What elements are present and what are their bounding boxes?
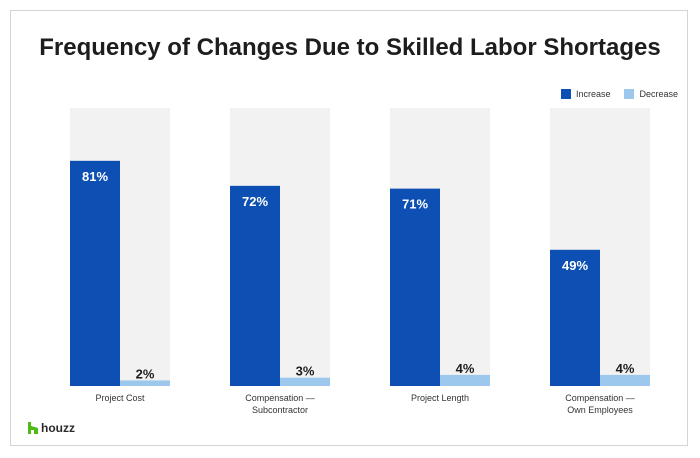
category-label: Subcontractor: [252, 405, 308, 415]
legend-swatch-increase: [560, 89, 571, 99]
bar-decrease: [440, 374, 490, 386]
chart-frame: [10, 10, 688, 446]
houzz-brand: houzz: [28, 421, 75, 435]
data-label: 81%: [82, 169, 108, 184]
bar-increase: [390, 188, 440, 386]
category-label: Compensation —: [245, 393, 315, 403]
legend-label-increase: Increase: [575, 89, 611, 99]
data-label: 3%: [296, 364, 315, 379]
bar-increase: [70, 160, 120, 386]
data-label: 49%: [562, 258, 588, 273]
category-label: Own Employees: [567, 405, 633, 415]
legend-swatch-decrease: [624, 89, 635, 99]
data-label: 72%: [242, 194, 268, 209]
chart-title: Frequency of Changes Due to Skilled Labo…: [39, 34, 661, 61]
category-label: Project Length: [411, 393, 469, 403]
category-label: Compensation —: [565, 393, 635, 403]
data-label: 4%: [616, 361, 635, 376]
data-label: 4%: [456, 361, 475, 376]
legend: Increase Decrease: [560, 89, 678, 99]
bar-decrease: [120, 380, 170, 386]
data-label: 2%: [136, 366, 155, 381]
bar-decrease: [600, 374, 650, 386]
bar-increase: [230, 185, 280, 386]
bar-decrease: [280, 377, 330, 386]
legend-label-decrease: Decrease: [639, 89, 678, 99]
houzz-logo-icon: [28, 422, 38, 434]
legend-item-increase: Increase: [560, 89, 611, 99]
category-label: Project Cost: [95, 393, 145, 403]
bar-increase: [550, 249, 600, 386]
brand-name: houzz: [41, 421, 75, 435]
data-label: 71%: [402, 197, 428, 212]
legend-item-decrease: Decrease: [624, 89, 678, 99]
